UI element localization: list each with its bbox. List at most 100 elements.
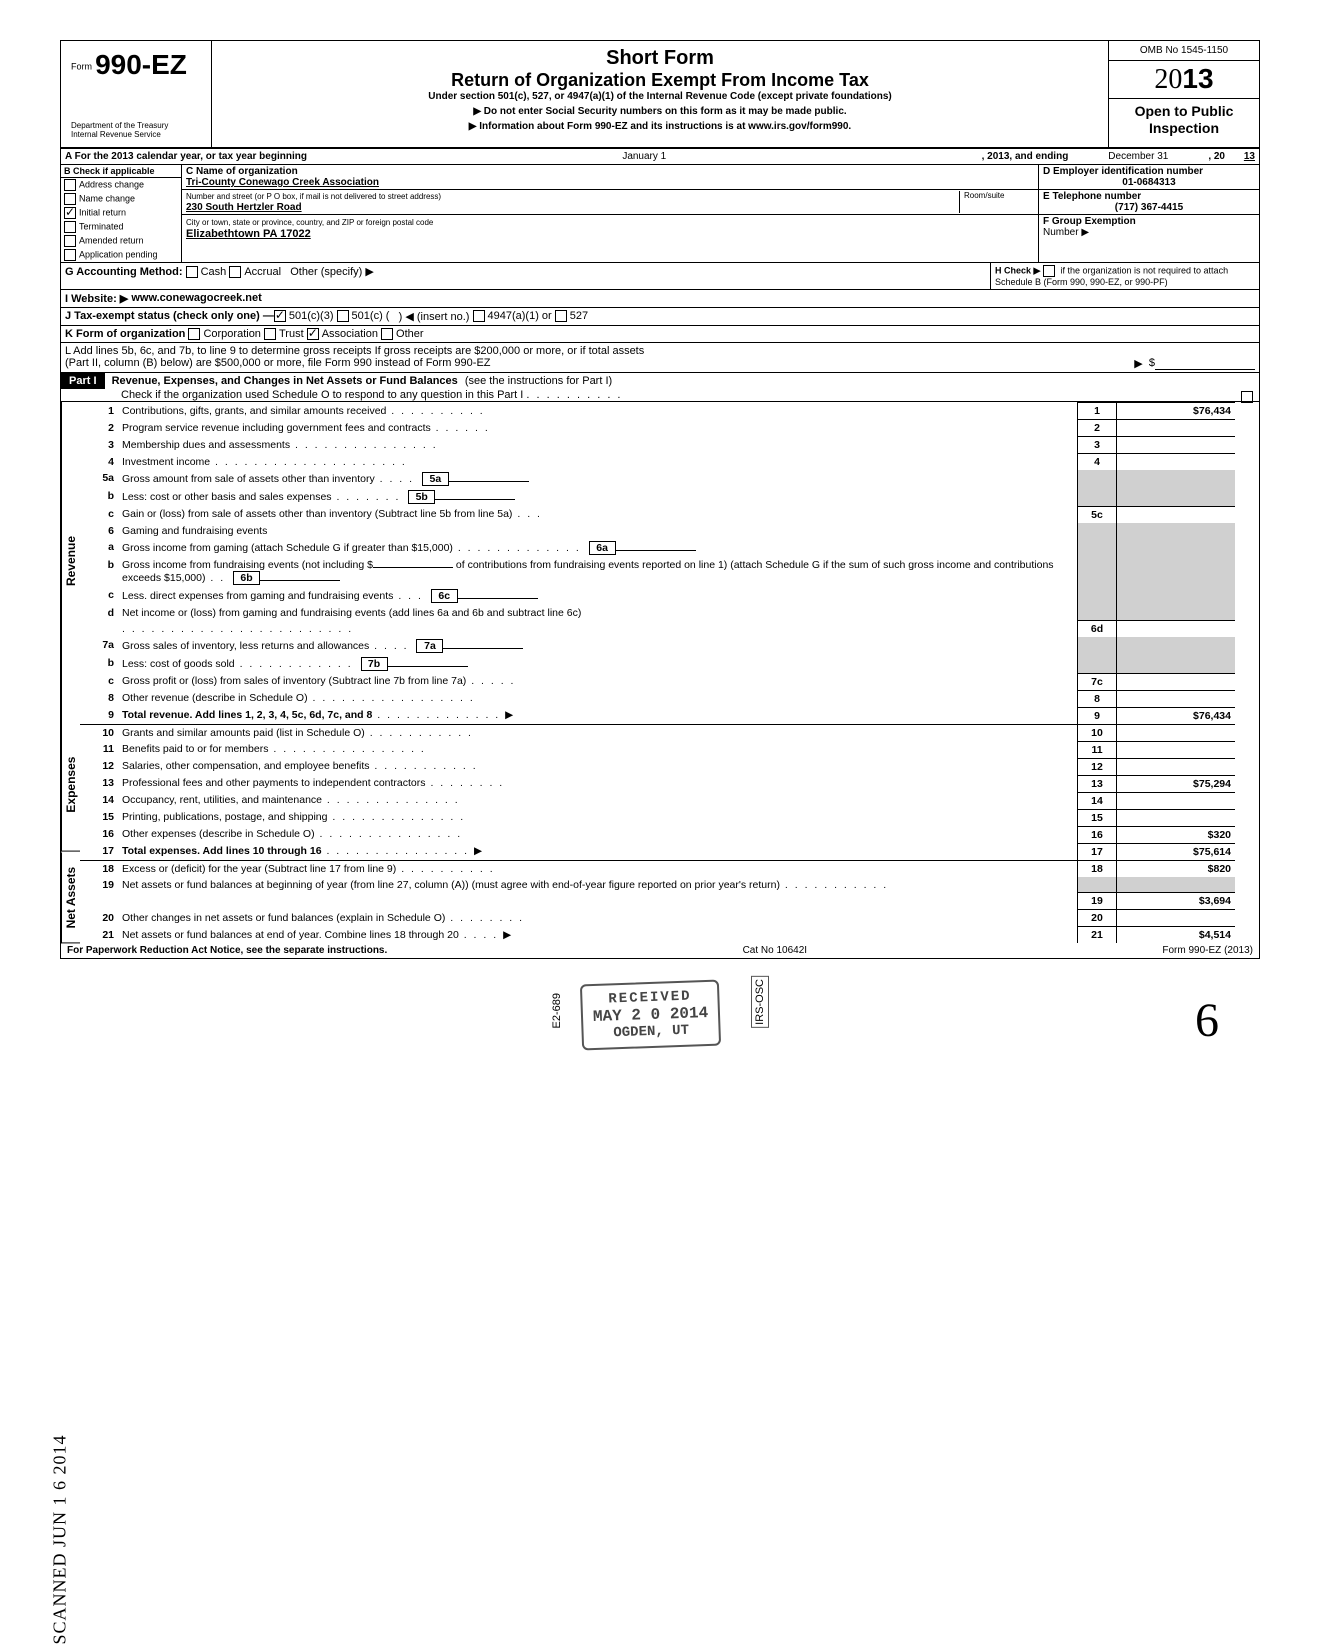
signature: 6	[1195, 993, 1219, 1048]
cb-trust[interactable]	[264, 328, 276, 340]
k-label: K Form of organization	[65, 328, 185, 340]
addr-label: Number and street (or P O box, if mail i…	[186, 192, 441, 201]
line-3: Membership dues and assessments . . . . …	[118, 437, 1078, 454]
line-7b: Less: cost of goods sold . . . . . . . .…	[118, 655, 1078, 673]
checkbox-initial[interactable]	[64, 207, 76, 219]
cb-terminated: Terminated	[61, 220, 181, 234]
checkbox-amended[interactable]	[64, 235, 76, 247]
checkbox-name[interactable]	[64, 193, 76, 205]
cb-other[interactable]	[381, 328, 393, 340]
cb-pending: Application pending	[61, 248, 181, 262]
omb-box: OMB No 1545-1150 2013 Open to Public Ins…	[1109, 41, 1259, 147]
label-netassets: Net Assets	[61, 852, 80, 943]
l-text1: L Add lines 5b, 6c, and 7b, to line 9 to…	[65, 345, 1255, 357]
line-10: Grants and similar amounts paid (list in…	[118, 724, 1078, 741]
line-6a: Gross income from gaming (attach Schedul…	[118, 539, 1078, 557]
room-label: Room/suite	[959, 191, 1034, 213]
cb-h[interactable]	[1043, 265, 1055, 277]
g-label: G Accounting Method:	[65, 266, 183, 278]
c-label: C Name of organization	[186, 166, 298, 177]
arrow1: ▶ Do not enter Social Security numbers o…	[222, 106, 1098, 117]
line-h: H Check ▶ if the organization is not req…	[990, 263, 1259, 289]
footer: For Paperwork Reduction Act Notice, see …	[61, 943, 1259, 958]
line-7a: Gross sales of inventory, less returns a…	[118, 637, 1078, 655]
cb-amended: Amended return	[61, 234, 181, 248]
irs: Internal Revenue Service	[71, 130, 201, 139]
section-b: B Check if applicable Address change Nam…	[61, 165, 182, 262]
city: Elizabethtown PA 17022	[186, 228, 311, 240]
cb-schedo[interactable]	[1241, 391, 1253, 403]
cb-accrual[interactable]	[229, 266, 241, 278]
form-number-box: Form 990-EZ Department of the Treasury I…	[61, 41, 212, 147]
section-b-header: B Check if applicable	[61, 165, 181, 178]
line-7c: Gross profit or (loss) from sales of inv…	[118, 673, 1078, 690]
omb-number: OMB No 1545-1150	[1109, 41, 1259, 61]
part1-label: Part I	[61, 373, 105, 389]
title-box: Short Form Return of Organization Exempt…	[212, 41, 1109, 147]
city-label: City or town, state or province, country…	[186, 218, 433, 227]
d-label: D Employer identification number	[1043, 166, 1203, 177]
arrow2: ▶ Information about Form 990-EZ and its …	[222, 121, 1098, 132]
l-amount	[1155, 357, 1255, 370]
line-a-suffix: , 20	[1208, 151, 1225, 162]
paperwork: For Paperwork Reduction Act Notice, see …	[67, 945, 387, 956]
form-990ez: Form 990-EZ Department of the Treasury I…	[60, 40, 1260, 959]
right-col: D Employer identification number 01-0684…	[1038, 165, 1259, 262]
line-9: Total revenue. Add lines 1, 2, 3, 4, 5c,…	[118, 707, 1078, 724]
line-a-mid: , 2013, and ending	[982, 151, 1069, 162]
line-2: Program service revenue including govern…	[118, 420, 1078, 437]
cb-501c[interactable]	[337, 310, 349, 322]
checkbox-address[interactable]	[64, 179, 76, 191]
line-a-end: December 31	[1068, 151, 1208, 162]
checkbox-terminated[interactable]	[64, 221, 76, 233]
part1-check: Check if the organization used Schedule …	[121, 389, 523, 401]
cb-initial: Initial return	[61, 206, 181, 220]
website: www.conewagocreek.net	[131, 292, 261, 305]
line-a-yr: 13	[1225, 151, 1255, 162]
stamp-received: RECEIVED MAY 2 0 2014 OGDEN, UT	[580, 980, 721, 1051]
line-a: A For the 2013 calendar year, or tax yea…	[61, 149, 1259, 165]
line-a-begin: January 1	[307, 151, 982, 162]
checkbox-pending[interactable]	[64, 249, 76, 261]
stamp-e2: E2-689	[551, 993, 563, 1028]
part1-header: Part I Revenue, Expenses, and Changes in…	[61, 373, 1259, 402]
cb-4947[interactable]	[473, 310, 485, 322]
cb-527[interactable]	[555, 310, 567, 322]
ein: 01-0684313	[1043, 177, 1255, 188]
line-4: Investment income . . . . . . . . . . . …	[118, 454, 1078, 471]
e-label: E Telephone number	[1043, 191, 1141, 202]
line-6b: Gross income from fundraising events (no…	[118, 557, 1078, 587]
cb-address: Address change	[61, 178, 181, 192]
cb-assoc[interactable]	[307, 328, 319, 340]
open-public: Open to Public Inspection	[1109, 99, 1259, 141]
line-17: Total expenses. Add lines 10 through 16 …	[118, 843, 1078, 860]
l-arrow: ▶	[1134, 357, 1142, 370]
line-16: Other expenses (describe in Schedule O) …	[118, 826, 1078, 843]
line-11: Benefits paid to or for members . . . . …	[118, 741, 1078, 758]
i-label: I Website: ▶	[65, 292, 128, 305]
part1-body: Revenue Expenses Net Assets 1 Contributi…	[61, 402, 1235, 943]
line-i: I Website: ▶ www.conewagocreek.net	[61, 290, 1259, 308]
line-a-label: A For the 2013 calendar year, or tax yea…	[65, 151, 307, 162]
cb-cash[interactable]	[186, 266, 198, 278]
j-label: J Tax-exempt status (check only one) —	[65, 310, 274, 323]
cb-name: Name change	[61, 192, 181, 206]
line-j: J Tax-exempt status (check only one) — 5…	[61, 308, 1259, 326]
title-sub: Return of Organization Exempt From Incom…	[222, 70, 1098, 91]
line-12: Salaries, other compensation, and employ…	[118, 758, 1078, 775]
line-13: Professional fees and other payments to …	[118, 775, 1078, 792]
cb-501c3[interactable]	[274, 310, 286, 322]
dept-treasury: Department of the Treasury	[71, 121, 201, 130]
form-prefix: Form	[71, 61, 92, 71]
header-row: Form 990-EZ Department of the Treasury I…	[61, 41, 1259, 149]
stamp-scanned: SCANNED JUN 1 6 2014	[50, 1434, 71, 1644]
f-label: F Group Exemption	[1043, 216, 1136, 227]
cat-no: Cat No 10642I	[743, 945, 808, 956]
line-1: Contributions, gifts, grants, and simila…	[118, 403, 1078, 420]
line-g-h: G Accounting Method: Cash Accrual Other …	[61, 263, 1259, 290]
line-5b: Less: cost or other basis and sales expe…	[118, 488, 1078, 506]
cb-corp[interactable]	[188, 328, 200, 340]
title-main: Short Form	[222, 47, 1098, 70]
line-15: Printing, publications, postage, and shi…	[118, 809, 1078, 826]
info-grid: B Check if applicable Address change Nam…	[61, 165, 1259, 263]
